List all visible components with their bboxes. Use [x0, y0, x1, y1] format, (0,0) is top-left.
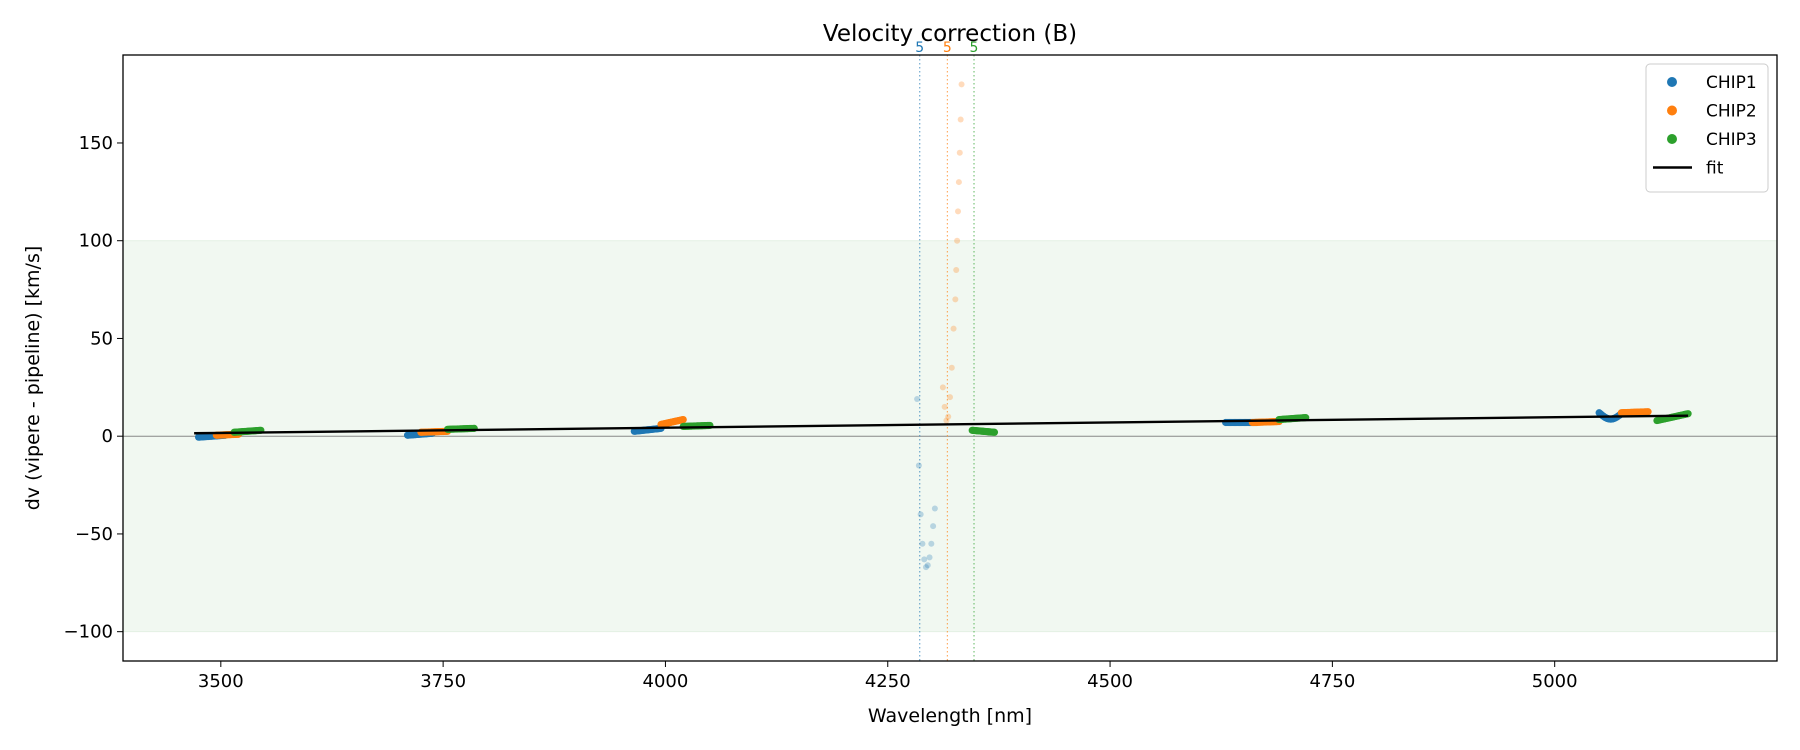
outlier-point — [926, 554, 933, 561]
x-tick-label: 3750 — [420, 671, 466, 692]
legend-label: CHIP3 — [1706, 130, 1757, 150]
outlier-point — [948, 364, 955, 371]
outlier-point — [930, 523, 937, 530]
outlier-order-label: 5 — [970, 40, 979, 56]
outlier-point — [924, 562, 931, 569]
outlier-point — [919, 540, 926, 547]
x-tick-label: 3500 — [198, 671, 244, 692]
outlier-point — [950, 325, 957, 332]
outlier-point — [939, 384, 946, 391]
legend-label: fit — [1706, 159, 1724, 179]
data-point — [990, 428, 999, 436]
y-axis-label: dv (vipere - pipeline) [km/s] — [22, 246, 44, 511]
x-tick-label: 4250 — [865, 671, 911, 692]
y-tick-label: −50 — [75, 524, 113, 545]
outlier-point — [947, 394, 953, 401]
legend-marker — [1667, 105, 1677, 116]
outlier-point — [955, 179, 962, 186]
legend: CHIP1 CHIP2 CHIP3 fit — [1645, 63, 1769, 193]
outlier-point — [914, 396, 921, 403]
axes: 3500 3750 4000 4250 4500 4750 5000 −100 −50 0 50 10… — [64, 54, 1778, 692]
outlier-point — [953, 267, 960, 274]
outlier-order-label: 5 — [943, 40, 952, 56]
chart-title: Velocity correction (B) — [823, 21, 1077, 47]
outlier-order-label: 5 — [915, 40, 924, 56]
outlier-point — [915, 462, 922, 469]
outlier-point — [958, 81, 965, 88]
plot-frame — [122, 54, 1778, 662]
legend-marker — [1667, 77, 1677, 87]
outlier-point — [955, 208, 962, 215]
y-tick-label: −100 — [64, 622, 113, 643]
data-point — [679, 415, 687, 424]
legend-marker — [1667, 134, 1677, 144]
y-tick-label: 50 — [90, 328, 113, 349]
outlier-point — [931, 505, 938, 512]
legend-label: CHIP2 — [1706, 102, 1757, 122]
outlier-point — [952, 296, 959, 303]
outlier-point — [943, 417, 950, 424]
outlier-point — [941, 403, 948, 410]
legend-label: CHIP1 — [1706, 73, 1757, 93]
outlier-point — [956, 149, 963, 156]
outlier-point — [954, 237, 961, 244]
y-tick-label: 150 — [79, 133, 113, 154]
legend-box — [1645, 63, 1769, 193]
fit-line — [194, 414, 1689, 435]
plot-area: 5 5 5 — [123, 40, 1777, 661]
y-tick-label: 100 — [79, 231, 113, 252]
outlier-point — [922, 564, 929, 571]
outlier-point — [945, 413, 952, 420]
x-tick-label: 4000 — [643, 671, 689, 692]
x-tick-label: 5000 — [1532, 671, 1578, 692]
x-tick-label: 4750 — [1309, 671, 1355, 692]
x-axis-label: Wavelength [nm] — [868, 705, 1032, 727]
outlier-point — [928, 540, 935, 547]
outlier-point — [957, 116, 964, 123]
outlier-point — [921, 556, 928, 563]
data-point — [1644, 408, 1652, 416]
x-tick-label: 4500 — [1087, 671, 1133, 692]
outlier-point — [917, 511, 924, 518]
y-tick-label: 0 — [102, 426, 113, 447]
